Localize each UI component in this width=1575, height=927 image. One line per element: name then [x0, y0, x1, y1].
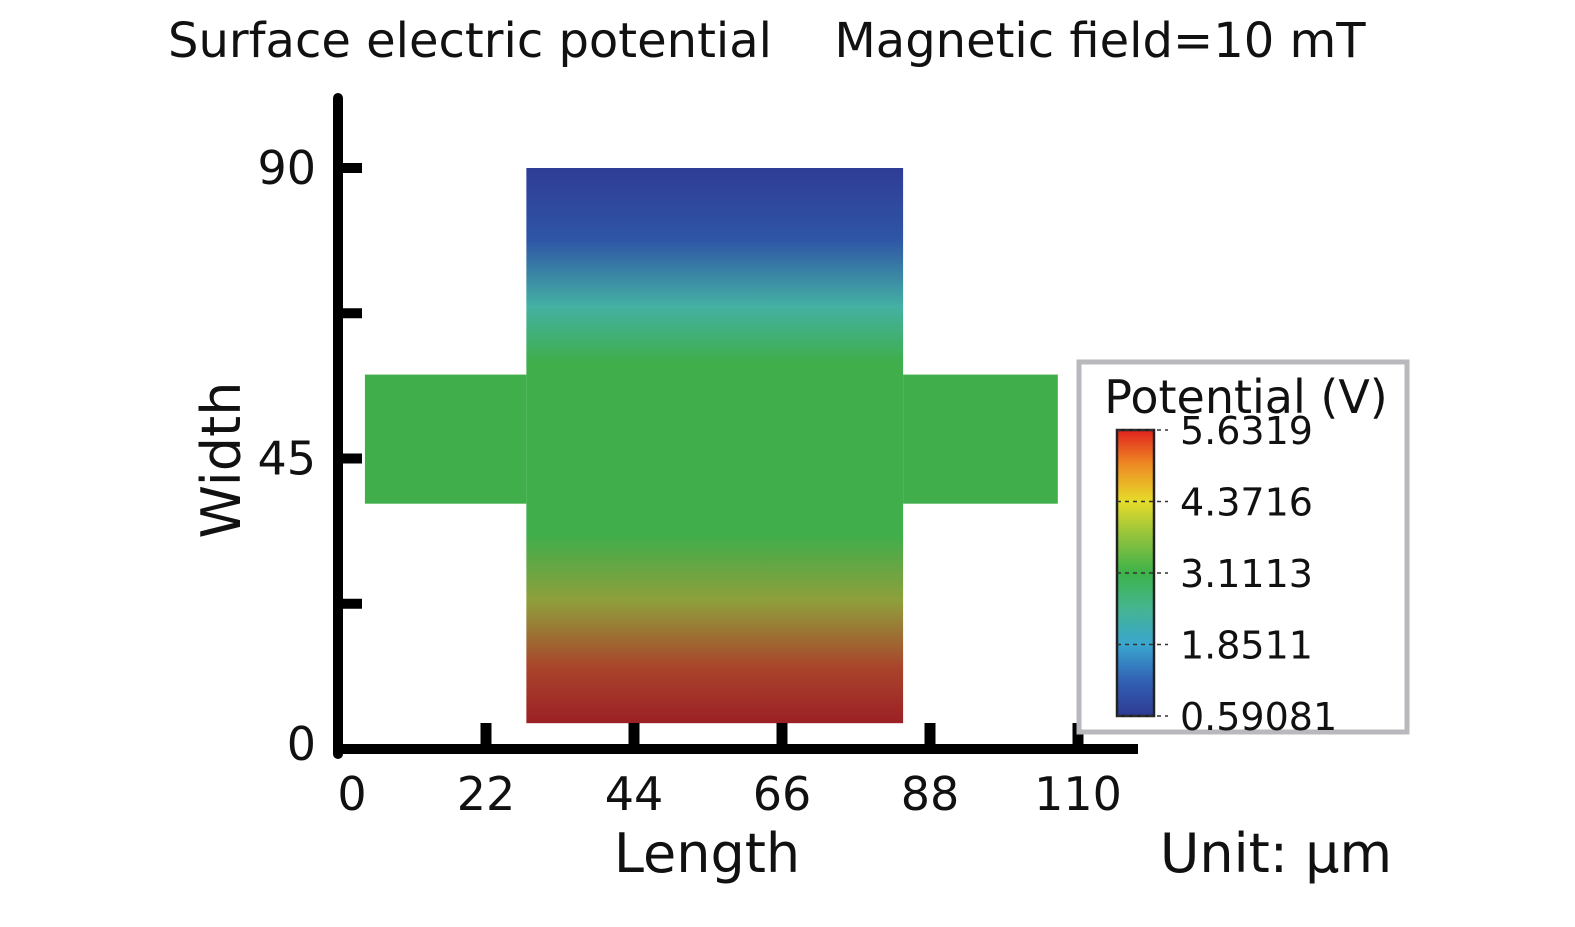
hall-bar-body [526, 168, 904, 724]
potential-map [364, 168, 1058, 724]
x-tick-label: 22 [457, 767, 516, 821]
x-tick-label: 0 [337, 767, 366, 821]
x-tick-label: 110 [1034, 767, 1122, 821]
x-tick-label: 88 [901, 767, 960, 821]
y-tick-label: 0 [287, 717, 316, 771]
y-tick-label: 45 [257, 432, 316, 486]
colorbar-tick-label: 4.3716 [1180, 481, 1313, 525]
colorbar-legend: Potential (V) 5.6319 4.3716 3.1113 1.8511 0.… [1076, 359, 1410, 739]
axes [333, 93, 1138, 759]
unit-note: Unit: μm [1160, 822, 1392, 885]
colorbar-tick-label: 3.1113 [1180, 552, 1313, 596]
colorbar-ticks: 5.6319 4.3716 3.1113 1.8511 0.59081 [1117, 409, 1337, 739]
chart-title: Surface electric potential [168, 13, 772, 69]
colorbar-title: Potential (V) [1104, 370, 1388, 424]
hall-bar-arm-1 [364, 374, 527, 504]
y-axis-label: Width [190, 382, 253, 539]
x-tick-label: 44 [605, 767, 664, 821]
colorbar-tick-label: 1.8511 [1180, 623, 1313, 667]
chart-subtitle: Magnetic field=10 mT [834, 13, 1366, 69]
colorbar-tick-label: 5.6319 [1180, 409, 1313, 453]
colorbar-tick-label: 0.59081 [1180, 695, 1337, 739]
x-axis-label: Length [614, 822, 800, 885]
y-axis-ticks: 0 45 90 [257, 141, 362, 771]
y-tick-label: 90 [257, 141, 316, 195]
x-axis-ticks: 0 22 44 66 88 110 [337, 723, 1122, 821]
x-tick-label: 66 [753, 767, 812, 821]
hall-bar-arm-2 [903, 374, 1058, 504]
